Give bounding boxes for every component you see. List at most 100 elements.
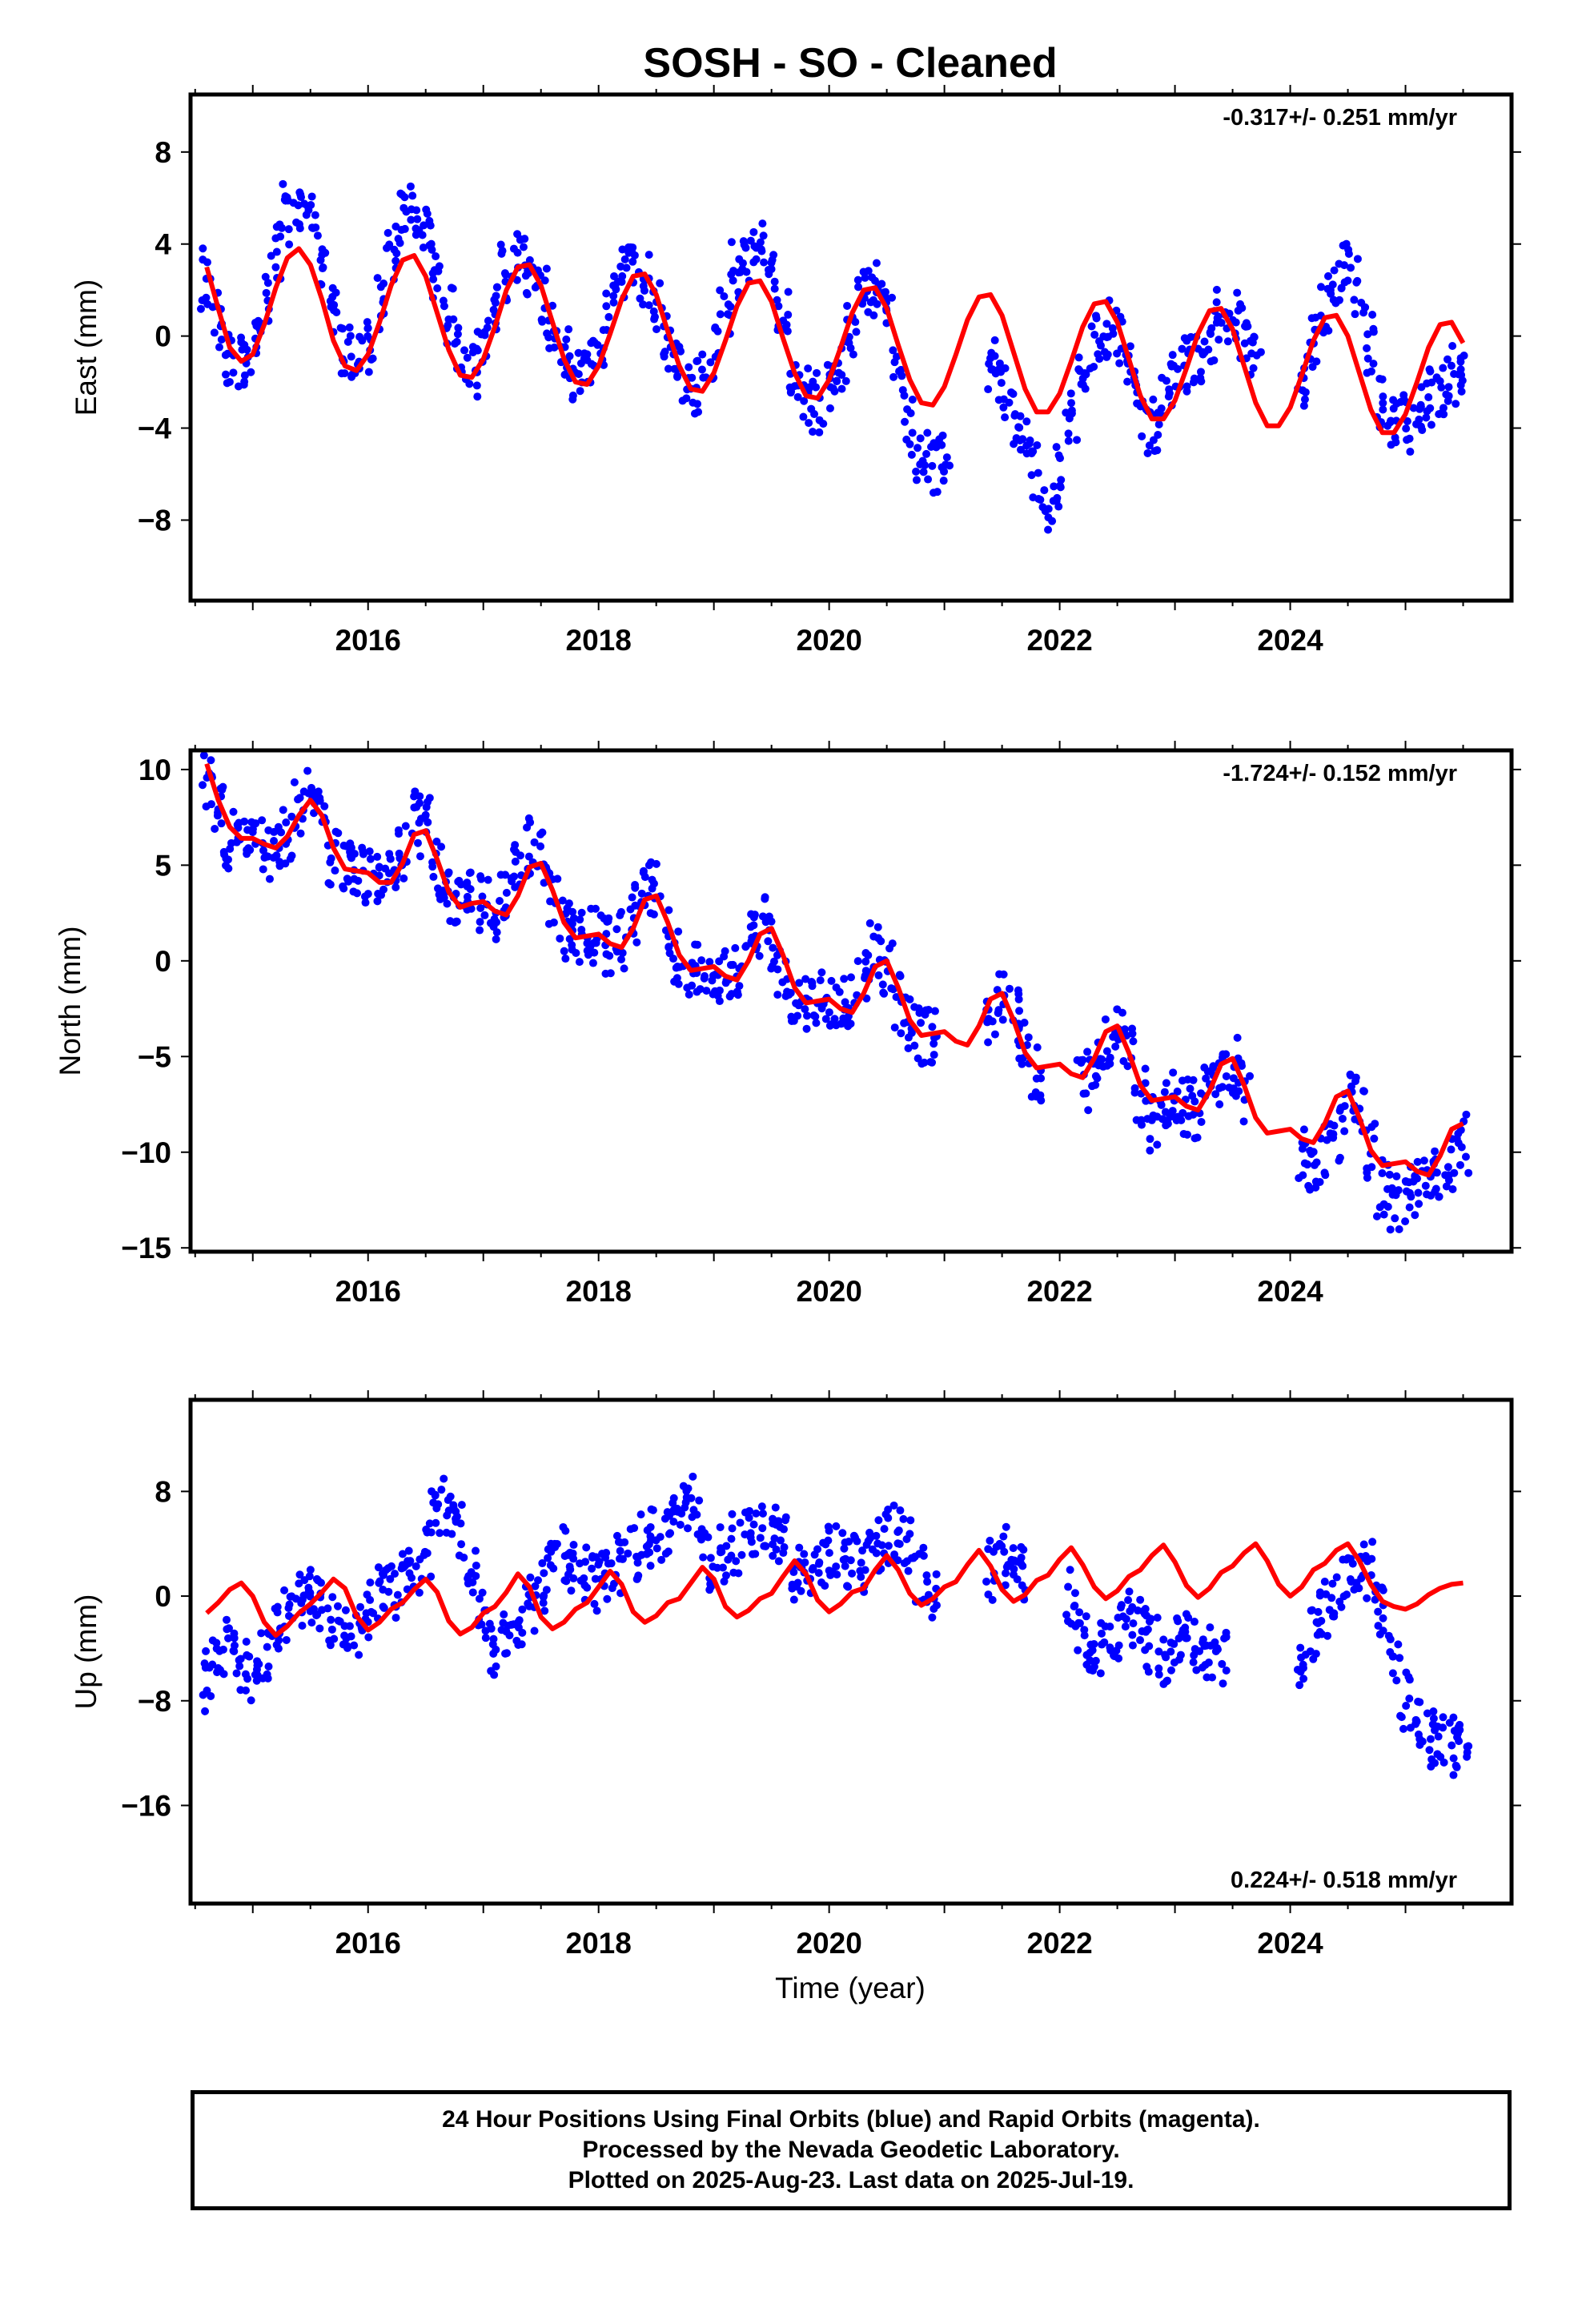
north-point xyxy=(924,1006,933,1015)
north-point xyxy=(672,963,681,972)
up-point xyxy=(219,1670,228,1679)
east-point xyxy=(1200,337,1209,346)
east-point xyxy=(877,279,886,288)
east-point xyxy=(583,350,592,359)
up-point xyxy=(481,1634,490,1642)
up-point xyxy=(1101,1622,1110,1630)
up-point xyxy=(1392,1676,1401,1685)
up-point xyxy=(669,1518,678,1526)
up-point xyxy=(626,1525,635,1534)
east-point xyxy=(699,373,708,382)
east-point xyxy=(453,330,462,339)
east-point xyxy=(694,408,703,416)
up-point xyxy=(795,1543,804,1552)
east-point xyxy=(498,247,507,255)
north-point xyxy=(604,914,613,923)
up-point xyxy=(503,1649,512,1658)
north-point xyxy=(1129,1037,1138,1046)
north-xtick-label: 2020 xyxy=(796,1275,861,1308)
north-point xyxy=(350,875,359,883)
up-point xyxy=(1452,1761,1460,1770)
north-point xyxy=(476,918,484,927)
north-point xyxy=(1182,1130,1191,1139)
up-point xyxy=(832,1562,841,1571)
east-point xyxy=(918,456,927,465)
east-point xyxy=(861,273,869,282)
east-point xyxy=(1108,324,1117,332)
north-point xyxy=(928,1058,937,1067)
up-point xyxy=(1166,1638,1175,1647)
north-point xyxy=(764,937,773,946)
up-point xyxy=(1143,1625,1152,1634)
up-point xyxy=(1412,1717,1421,1726)
north-point xyxy=(1084,1106,1093,1115)
north-point xyxy=(808,979,817,987)
up-point xyxy=(263,1642,271,1651)
east-point xyxy=(348,370,357,379)
east-point xyxy=(1053,493,1062,502)
east-point xyxy=(1016,412,1025,420)
up-point xyxy=(982,1577,991,1586)
north-point xyxy=(492,935,500,943)
east-point xyxy=(1017,445,1026,454)
up-point xyxy=(677,1509,686,1518)
up-point xyxy=(327,1615,335,1624)
east-point xyxy=(1036,496,1045,505)
north-point xyxy=(1435,1192,1443,1201)
east-rate-label: -0.317+/- 0.251 mm/yr xyxy=(1223,105,1457,131)
up-point xyxy=(1447,1741,1456,1750)
north-point xyxy=(363,890,372,899)
east-point xyxy=(221,370,230,379)
east-point xyxy=(292,218,301,227)
up-point xyxy=(393,1590,402,1599)
east-point xyxy=(1138,432,1146,440)
north-point xyxy=(930,1039,938,1048)
up-point xyxy=(362,1609,371,1618)
east-point xyxy=(837,384,846,393)
up-point xyxy=(1145,1642,1154,1651)
east-point xyxy=(1173,364,1182,373)
east-point xyxy=(501,270,510,279)
east-point xyxy=(540,276,549,285)
east-point xyxy=(447,283,456,292)
north-point xyxy=(616,955,625,964)
east-point xyxy=(1351,310,1359,319)
north-point xyxy=(219,782,227,791)
east-ytick-label: −4 xyxy=(138,412,172,445)
north-point xyxy=(1461,1152,1470,1161)
up-point xyxy=(212,1638,221,1647)
east-point xyxy=(429,275,438,283)
up-point xyxy=(1190,1618,1199,1626)
east-point xyxy=(1056,481,1065,490)
up-point xyxy=(1396,1711,1405,1720)
north-point xyxy=(477,875,486,883)
north-point xyxy=(568,919,576,928)
east-point xyxy=(1405,434,1414,443)
up-point xyxy=(1181,1623,1190,1632)
north-point xyxy=(853,957,862,966)
east-point xyxy=(1062,408,1070,417)
up-point xyxy=(1415,1698,1424,1707)
north-point xyxy=(649,910,658,919)
east-point xyxy=(612,285,620,294)
north-point xyxy=(601,969,610,978)
east-point xyxy=(1207,357,1215,366)
east-point xyxy=(872,259,881,267)
up-point xyxy=(923,1578,932,1586)
up-point xyxy=(1374,1622,1383,1630)
north-point xyxy=(1385,1170,1394,1179)
east-point xyxy=(852,328,861,336)
up-point xyxy=(1128,1641,1137,1650)
east-point xyxy=(199,255,207,264)
east-point xyxy=(770,277,779,286)
north-panel: 2016 2018 2020 2022 2024 −15 −10 −5 0 5 10 North (m… xyxy=(54,741,1521,1308)
east-point xyxy=(240,377,249,386)
east-point xyxy=(1369,328,1378,336)
up-point xyxy=(538,1559,547,1568)
up-rate-label: 0.224+/- 0.518 mm/yr xyxy=(1231,1868,1457,1893)
east-point xyxy=(1143,448,1152,457)
up-point xyxy=(515,1616,524,1625)
north-point xyxy=(1448,1184,1457,1193)
north-point xyxy=(287,851,296,860)
footer-box: 24 Hour Positions Using Final Orbits (bl… xyxy=(191,2090,1512,2210)
